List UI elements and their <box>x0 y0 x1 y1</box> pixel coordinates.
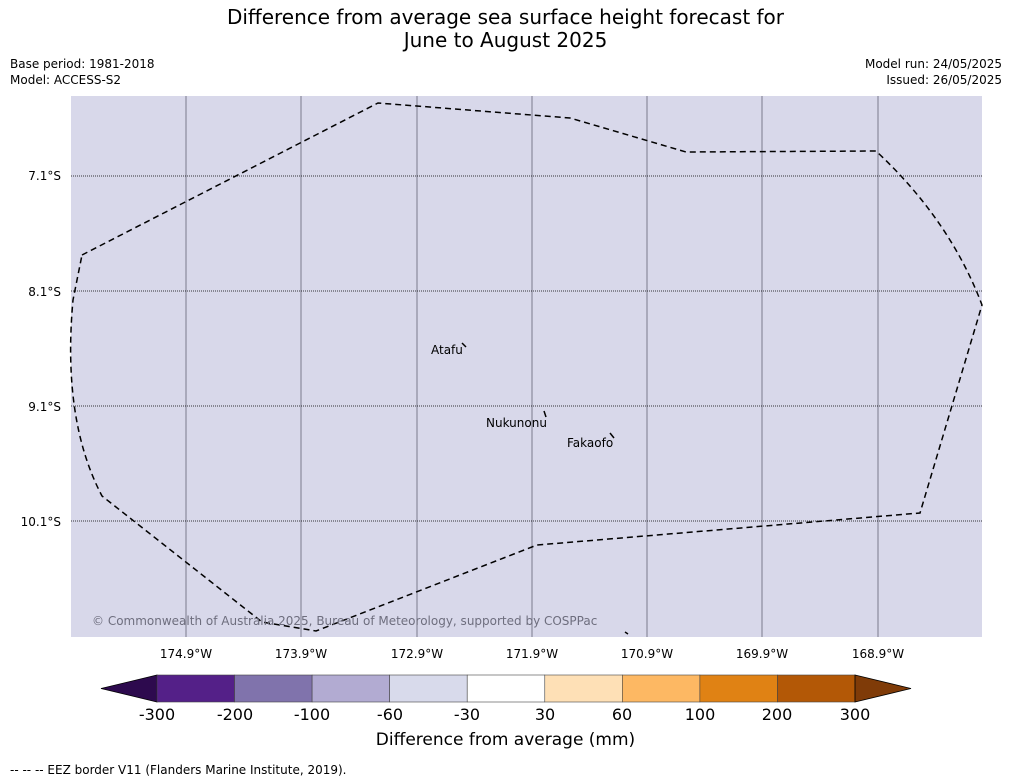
lat-label: 10.1°S <box>20 515 61 529</box>
place-label-fakaofo: Fakaofo <box>567 436 614 450</box>
issued-date: Issued: 26/05/2025 <box>886 73 1002 87</box>
lon-label: 168.9°W <box>851 647 905 661</box>
atafu-mark <box>461 342 467 348</box>
colorbar-extend-low <box>100 674 158 703</box>
base-period: Base period: 1981-2018 <box>10 57 155 71</box>
colorbar-tick: -60 <box>376 705 404 724</box>
lon-label: 169.9°W <box>735 647 789 661</box>
lon-label: 174.9°W <box>159 647 213 661</box>
colorbar-tick: -100 <box>293 705 331 724</box>
model-name: Model: ACCESS-S2 <box>10 73 122 87</box>
colorbar-segment <box>234 674 313 703</box>
place-label-nukunonu: Nukunonu <box>486 416 547 430</box>
colorbar-title: Difference from average (mm) <box>375 730 636 750</box>
title-line-1: Difference from average sea surface heig… <box>226 5 785 29</box>
colorbar-segment <box>777 674 856 703</box>
colorbar-segment <box>622 674 701 703</box>
model-run: Model run: 24/05/2025 <box>864 57 1002 71</box>
map-background <box>71 96 982 637</box>
lon-label: 170.9°W <box>620 647 674 661</box>
chart-title: Difference from average sea surface heig… <box>0 6 1011 52</box>
legend-footer: -- -- -- EEZ border V11 (Flanders Marine… <box>10 763 347 777</box>
eez-border <box>69 102 983 632</box>
island-marks <box>461 342 629 635</box>
meta-left: Base period: 1981-2018 Model: ACCESS-S2 <box>10 56 155 88</box>
colorbar <box>100 674 912 703</box>
colorbar-tick: 300 <box>839 705 871 724</box>
place-label-atafu: Atafu <box>431 343 463 357</box>
colorbar-segment <box>699 674 778 703</box>
colorbar-segment <box>466 674 546 703</box>
colorbar-segment <box>311 674 390 703</box>
meta-right: Model run: 24/05/2025 Issued: 26/05/2025 <box>865 56 1002 88</box>
colorbar-extend-high <box>854 674 912 703</box>
colorbar-segment <box>156 674 235 703</box>
copyright-notice: © Commonwealth of Australia 2025, Bureau… <box>92 614 598 628</box>
lon-label: 173.9°W <box>274 647 328 661</box>
lat-label: 9.1°S <box>28 400 61 414</box>
title-line-2: June to August 2025 <box>403 28 608 52</box>
colorbar-segment <box>389 674 468 703</box>
colorbar-tick: 30 <box>534 705 556 724</box>
lon-label: 172.9°W <box>390 647 444 661</box>
colorbar-tick: 100 <box>684 705 716 724</box>
colorbar-tick: 200 <box>761 705 793 724</box>
colorbar-segment <box>544 674 623 703</box>
colorbar-tick: 60 <box>611 705 633 724</box>
lat-label: 7.1°S <box>28 169 61 183</box>
small-island-mark <box>624 631 629 635</box>
lat-label: 8.1°S <box>28 285 61 299</box>
lon-label: 171.9°W <box>505 647 559 661</box>
nukunonu-mark <box>543 410 547 418</box>
colorbar-tick: -200 <box>216 705 254 724</box>
colorbar-tick: -30 <box>453 705 481 724</box>
fakaofo-mark <box>609 432 615 439</box>
colorbar-tick: -300 <box>138 705 176 724</box>
